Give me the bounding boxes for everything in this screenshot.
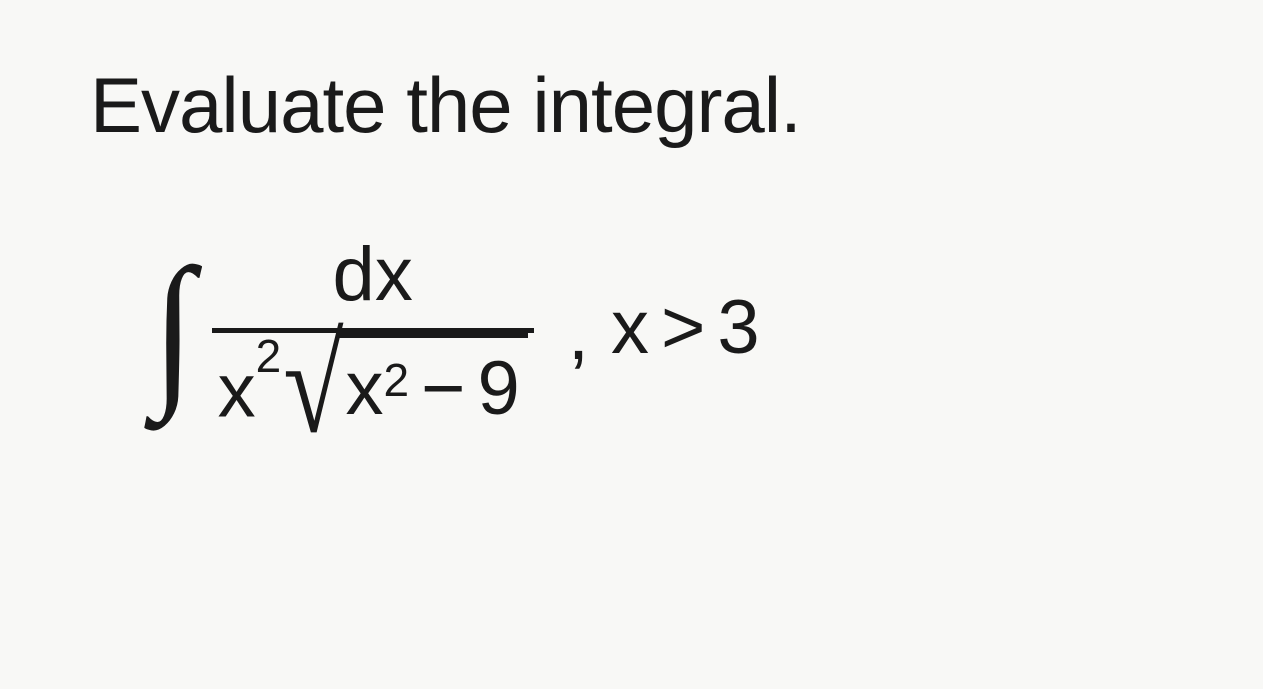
numerator: dx bbox=[333, 221, 413, 328]
radical-icon: √ bbox=[283, 338, 343, 452]
comma: , bbox=[568, 290, 589, 377]
radicand-exponent: 2 bbox=[384, 353, 410, 407]
radicand-const: 9 bbox=[478, 345, 520, 432]
radicand-base: x bbox=[346, 345, 384, 432]
condition-value: 3 bbox=[717, 284, 759, 371]
math-expression: ∫ dx x2 √ x2 − 9 , x > bbox=[90, 221, 1173, 434]
outer-base: x bbox=[218, 348, 256, 433]
outer-exponent: 2 bbox=[256, 330, 282, 382]
condition-op: > bbox=[661, 284, 705, 371]
outer-factor: x2 bbox=[218, 347, 282, 434]
integral-sign: ∫ bbox=[152, 260, 194, 396]
instruction-text: Evaluate the integral. bbox=[90, 60, 1173, 151]
denominator: x2 √ x2 − 9 bbox=[212, 333, 534, 434]
radicand: x2 − 9 bbox=[338, 345, 528, 432]
condition-var: x bbox=[611, 284, 649, 371]
radicand-op: − bbox=[421, 345, 465, 432]
condition: , x > 3 bbox=[568, 284, 760, 371]
vinculum-bar bbox=[338, 333, 528, 338]
fraction: dx x2 √ x2 − 9 bbox=[212, 221, 534, 434]
square-root: √ x2 − 9 bbox=[283, 341, 528, 432]
